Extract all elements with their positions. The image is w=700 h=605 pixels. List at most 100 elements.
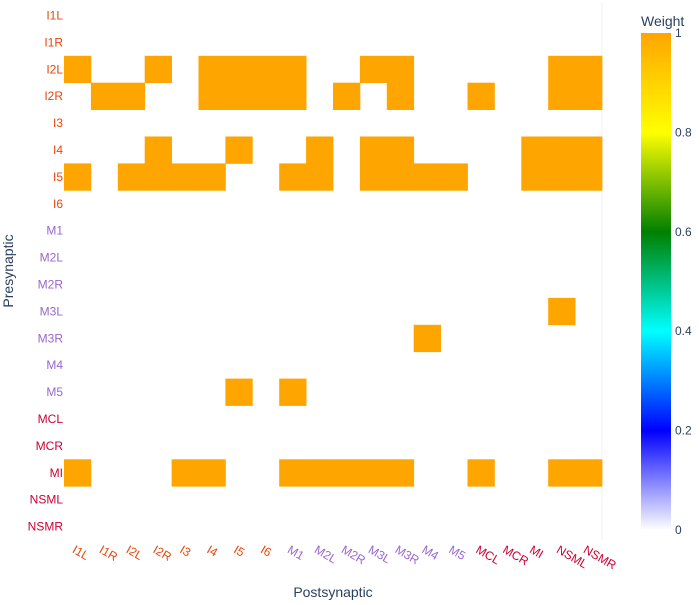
heatmap-cell [333, 82, 361, 110]
heatmap-cell [198, 459, 226, 487]
colorbar-tick-label: 0.6 [675, 225, 692, 239]
colorbar-tick-label: 0 [675, 523, 682, 537]
heatmap-cell [306, 163, 334, 191]
x-tick-label: MCR [500, 542, 531, 568]
heatmap-cell [225, 55, 253, 84]
heatmap-cell [467, 459, 495, 487]
heatmap-cell [548, 163, 576, 191]
heatmap-cell [548, 297, 576, 326]
y-tick-label: MCL [38, 412, 64, 426]
heatmap-cell [198, 82, 226, 110]
y-tick-label: I3 [53, 116, 63, 130]
heatmap-cell [279, 378, 307, 406]
heatmap-cell [548, 82, 576, 110]
heatmap-cell [575, 82, 603, 110]
heatmap-cell [521, 136, 549, 164]
colorbar-tick-label: 0.2 [675, 424, 692, 438]
x-tick-label: M2L [312, 542, 339, 566]
colorbar-gradient [641, 33, 671, 530]
heatmap-cell [467, 82, 495, 110]
heatmap-cell [548, 459, 576, 487]
heatmap-cell [198, 55, 226, 84]
x-tick-label: NSMR [581, 542, 619, 572]
heatmap-cell [386, 55, 415, 84]
x-tick-label: M3L [366, 542, 393, 566]
y-tick-label: MCR [36, 439, 64, 453]
y-tick-label: M4 [46, 358, 63, 372]
heatmap-cell [386, 459, 415, 487]
y-tick-label: M3R [38, 331, 64, 345]
x-tick-label: MCL [473, 542, 502, 567]
y-tick-label: I2R [44, 89, 63, 103]
heatmap-cell [252, 55, 280, 84]
y-axis-title: Presynaptic [0, 234, 16, 307]
y-tick-label: NSMR [28, 520, 64, 534]
x-axis-title: Postsynaptic [293, 584, 372, 600]
heatmap-cell [64, 163, 92, 191]
heatmap-cell [225, 136, 253, 164]
heatmap-cell [306, 136, 334, 164]
heatmap-cell [117, 163, 146, 191]
heatmap-cell [171, 163, 199, 191]
x-tick-label: I6 [258, 542, 274, 559]
heatmap-cell [359, 55, 388, 84]
x-tick-label: M4 [420, 542, 442, 563]
heatmap-cell [64, 55, 92, 84]
x-tick-label: M2R [339, 542, 368, 567]
y-tick-label: M3L [40, 304, 64, 318]
y-tick-label: MI [50, 466, 63, 480]
y-tick-label: M2L [40, 251, 64, 265]
heatmap-cell [548, 136, 576, 164]
x-tick-label: M1 [285, 542, 307, 563]
heatmap-cell [575, 163, 603, 191]
x-tick-label: I4 [204, 542, 220, 559]
colorbar-tick-label: 0.8 [675, 125, 692, 139]
heatmap-cell [279, 55, 307, 84]
heatmap-cell [171, 459, 199, 487]
heatmap-cell [198, 163, 226, 191]
x-tick-label: MI [527, 542, 546, 561]
heatmap-cell [359, 459, 388, 487]
x-tick-label: I5 [231, 542, 247, 559]
heatmap-cell [144, 163, 172, 191]
x-tick-label: I3 [178, 542, 194, 559]
y-tick-label: I2L [46, 62, 63, 76]
heatmap-cell [386, 163, 415, 191]
y-tick-label: NSML [30, 493, 64, 507]
heatmap-cell [225, 82, 253, 110]
heatmap-cell [359, 136, 388, 164]
heatmap-cell [548, 55, 576, 84]
y-tick-label: M1 [46, 224, 63, 238]
x-tick-label: I1R [97, 542, 120, 564]
y-tick-label: I5 [53, 170, 63, 184]
x-tick-label: I2R [151, 542, 174, 564]
heatmap-cell [413, 163, 441, 191]
x-tick-label: M3R [393, 542, 422, 567]
y-tick-label: I6 [53, 197, 63, 211]
heatmap-cell [386, 136, 415, 164]
heatmap-cell [359, 163, 388, 191]
x-tick-label: I2L [124, 542, 146, 563]
y-tick-label: M5 [46, 385, 63, 399]
colorbar-tick-label: 0.4 [675, 324, 692, 338]
heatmap-cell [521, 163, 549, 191]
y-tick-label: I1L [46, 8, 63, 22]
heatmap-cell [279, 163, 307, 191]
y-tick-label: I1R [44, 35, 63, 49]
heatmap-cell [440, 163, 468, 191]
heatmap-cell [144, 136, 172, 164]
x-tick-label: I1L [70, 542, 92, 563]
heatmap-cell [413, 324, 441, 353]
heatmap-cell [252, 82, 280, 110]
heatmap-cell [306, 459, 334, 487]
heatmap-cell [225, 378, 253, 406]
heatmap-cell [144, 55, 172, 84]
colorbar-tick-label: 1 [675, 26, 682, 40]
y-tick-label: I4 [53, 143, 63, 157]
heatmap-cell [64, 459, 92, 487]
heatmap-cell [279, 82, 307, 110]
y-tick-label: M2R [38, 277, 64, 291]
heatmap-cell [90, 82, 119, 110]
